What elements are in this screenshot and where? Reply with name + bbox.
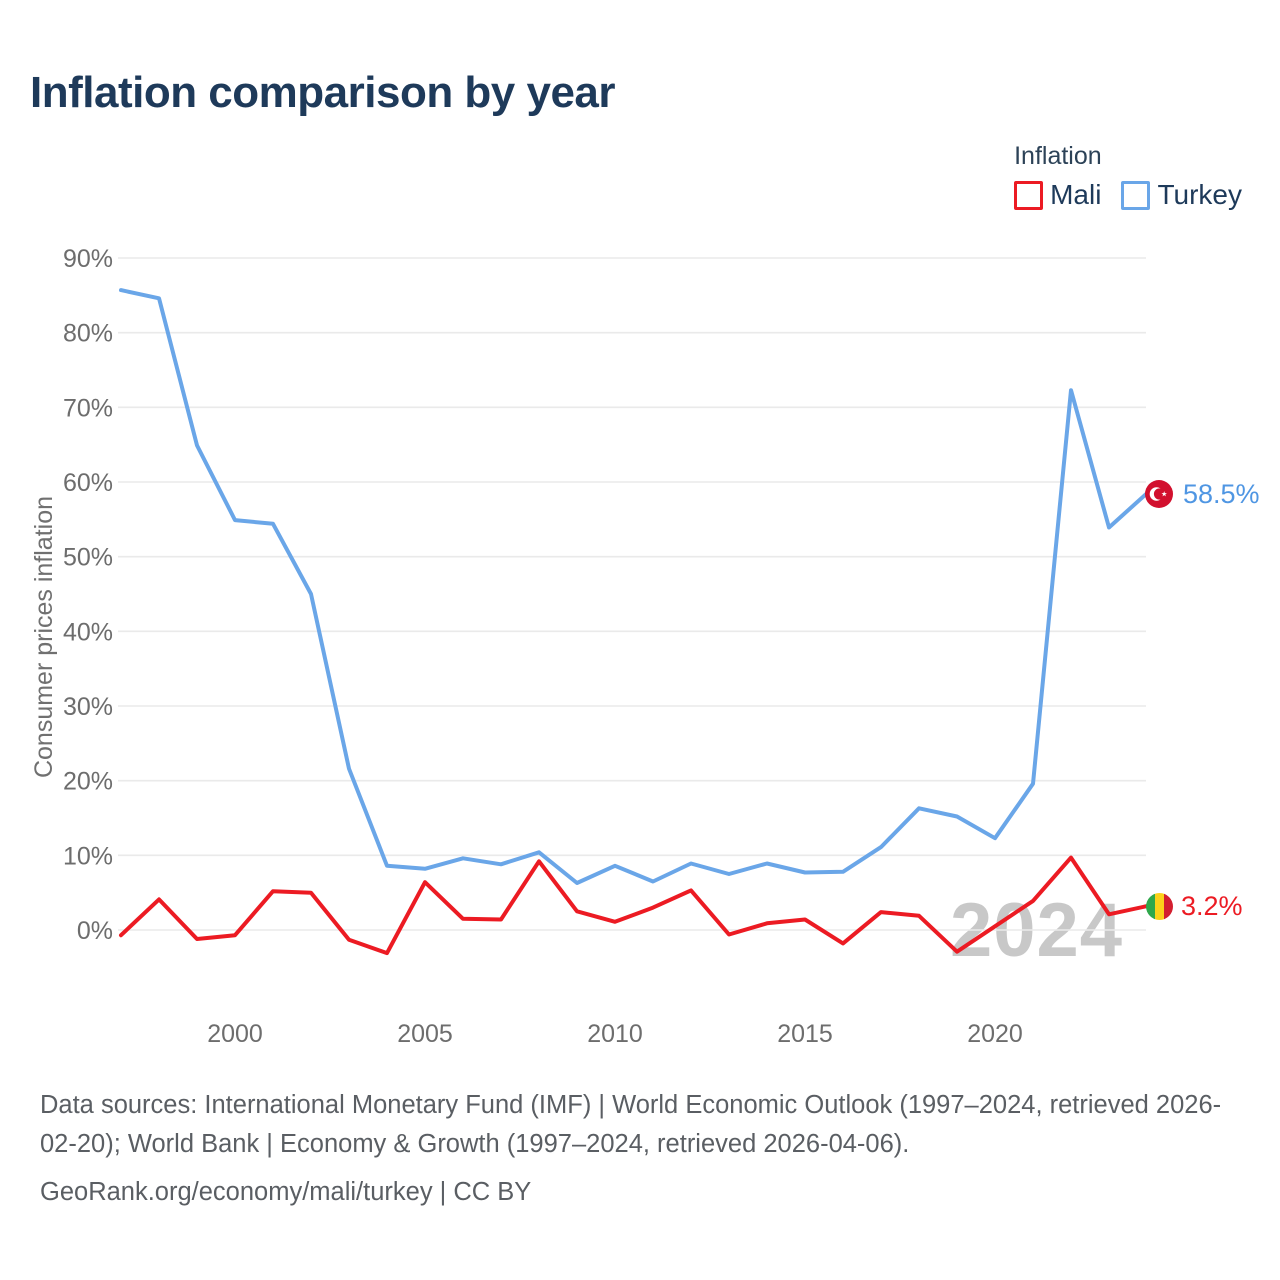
x-tick-label: 2005 <box>397 1020 453 1048</box>
y-tick-label: 20% <box>63 768 113 796</box>
turkey-flag-icon <box>1145 480 1173 513</box>
footer-attribution: GeoRank.org/economy/mali/turkey | CC BY <box>40 1178 532 1206</box>
legend-items: Mali Turkey <box>1014 179 1242 211</box>
turkey-line <box>119 288 1149 885</box>
legend-item-mali[interactable]: Mali <box>1014 179 1101 211</box>
page-title: Inflation comparison by year <box>30 68 616 117</box>
mali-flag-icon <box>1146 893 1173 925</box>
footer-source-line: 02-20); World Bank | Economy & Growth (1… <box>40 1130 910 1158</box>
x-tick-label: 2010 <box>587 1020 643 1048</box>
turkey-swatch-icon <box>1121 180 1151 210</box>
y-tick-label: 70% <box>63 394 113 422</box>
mali-end-label: 3.2% <box>1181 891 1243 921</box>
y-tick-label: 80% <box>63 320 113 348</box>
y-tick-label: 50% <box>63 544 113 572</box>
y-tick-label: 10% <box>63 842 113 870</box>
mali-swatch-icon <box>1014 180 1044 210</box>
footer: Data sources: International Monetary Fun… <box>40 1086 1221 1212</box>
legend-title: Inflation <box>1014 142 1102 170</box>
mali-line <box>119 855 1149 956</box>
x-tick-label: 2000 <box>207 1020 263 1048</box>
y-tick-label: 30% <box>63 693 113 721</box>
y-tick-label: 0% <box>77 917 113 945</box>
x-tick-label: 2020 <box>967 1020 1023 1048</box>
turkey-end-label: 58.5% <box>1183 479 1260 509</box>
footer-source-line: Data sources: International Monetary Fun… <box>40 1091 1222 1119</box>
y-tick-label: 90% <box>63 245 113 273</box>
y-tick-label: 40% <box>63 618 113 646</box>
legend-item-label: Turkey <box>1157 179 1242 210</box>
legend-item-label: Mali <box>1050 179 1102 210</box>
x-tick-label: 2015 <box>777 1020 833 1048</box>
y-tick-label: 60% <box>63 469 113 497</box>
legend: Inflation Mali Turkey <box>1014 142 1242 211</box>
legend-item-turkey[interactable]: Turkey <box>1121 179 1242 211</box>
